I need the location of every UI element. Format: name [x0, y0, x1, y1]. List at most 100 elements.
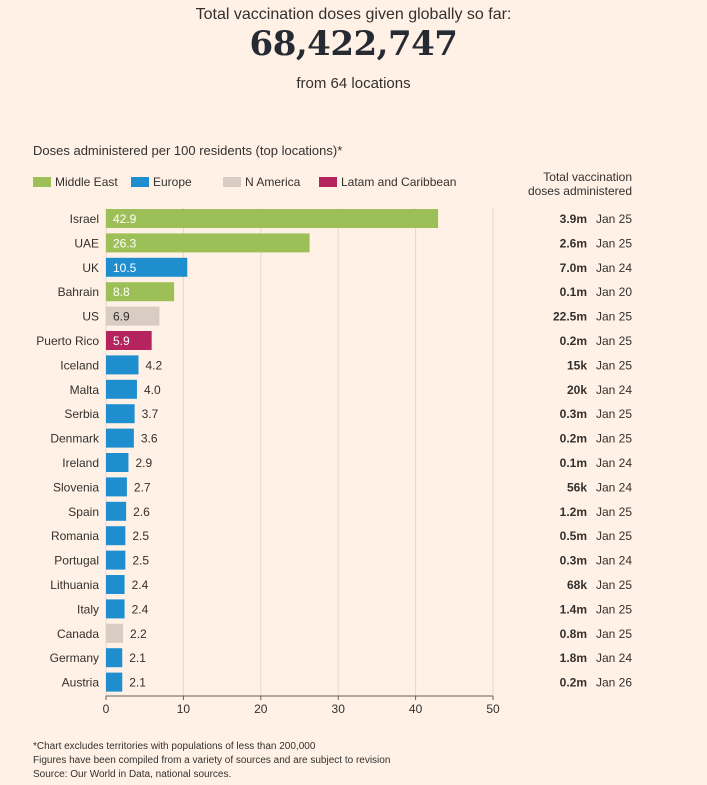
legend-label: Latam and Caribbean — [341, 175, 457, 189]
total-doses-value: 7.0m — [560, 261, 587, 275]
total-doses-value: 0.3m — [560, 407, 587, 421]
bar-value-label: 5.9 — [113, 334, 130, 348]
legend-swatch-n-america — [223, 177, 241, 187]
bar-value-label: 2.6 — [133, 505, 150, 519]
x-tick-label: 20 — [254, 702, 268, 716]
bar — [106, 404, 135, 424]
total-doses-value: 0.1m — [560, 285, 587, 299]
total-doses-date: Jan 25 — [596, 627, 632, 641]
total-doses-value: 1.2m — [560, 505, 587, 519]
total-doses-value: 0.5m — [560, 529, 587, 543]
total-doses-value: 0.8m — [560, 627, 587, 641]
total-column-header: Total vaccination doses administered — [520, 170, 632, 198]
total-doses-date: Jan 25 — [596, 602, 632, 616]
total-doses-value: 0.3m — [560, 554, 587, 568]
total-doses: 68,422,747 — [249, 24, 458, 64]
row-label: Israel — [70, 212, 99, 226]
bar-value-label: 2.4 — [132, 578, 149, 592]
bar — [106, 599, 125, 619]
footnote: Figures have been compiled from a variet… — [33, 755, 391, 766]
row-label: Denmark — [50, 432, 100, 446]
bar-value-label: 2.5 — [132, 529, 149, 543]
total-doses-value: 68k — [567, 578, 587, 592]
bar — [106, 648, 123, 668]
bar — [106, 331, 152, 350]
bar-value-label: 3.7 — [142, 407, 159, 421]
bar — [106, 501, 127, 521]
bar-value-label: 42.9 — [113, 212, 137, 226]
x-tick-label: 30 — [332, 702, 346, 716]
total-doses-date: Jan 25 — [596, 578, 632, 592]
total-doses-date: Jan 25 — [596, 310, 632, 324]
bar-value-label: 2.1 — [129, 676, 146, 690]
bar-value-label: 2.4 — [132, 602, 149, 616]
row-label: Puerto Rico — [36, 334, 99, 348]
total-doses-date: Jan 25 — [596, 236, 632, 250]
bar — [106, 306, 160, 326]
total-doses-date: Jan 25 — [596, 407, 632, 421]
bar — [106, 233, 310, 253]
bar-value-label: 6.9 — [113, 310, 130, 324]
row-label: US — [82, 310, 99, 324]
bar-value-label: 2.5 — [132, 554, 149, 568]
total-doses-date: Jan 20 — [596, 285, 632, 299]
legend-label: N America — [245, 175, 301, 189]
x-tick-label: 40 — [409, 702, 423, 716]
bar — [106, 550, 126, 570]
chart-subtitle: Doses administered per 100 residents (to… — [33, 143, 343, 158]
total-doses-value: 2.6m — [560, 236, 587, 250]
bar-value-label: 10.5 — [113, 261, 137, 275]
total-doses-value: 0.2m — [560, 334, 587, 348]
total-doses-value: 15k — [567, 358, 587, 372]
total-doses-value: 0.1m — [560, 456, 587, 470]
bar-value-label: 2.7 — [134, 480, 151, 494]
bar-value-label: 4.2 — [146, 358, 163, 372]
total-doses-value: 22.5m — [553, 310, 587, 324]
bar — [106, 428, 134, 448]
bar-value-label: 8.8 — [113, 285, 130, 299]
bar — [106, 477, 127, 497]
row-label: Portugal — [54, 554, 99, 568]
bar-value-label: 2.9 — [135, 456, 152, 470]
bar-value-label: 3.6 — [141, 432, 158, 446]
legend-label: Europe — [153, 175, 192, 189]
row-label: Germany — [50, 651, 99, 665]
total-doses-date: Jan 25 — [596, 505, 632, 519]
bar — [106, 282, 175, 302]
footnotes: *Chart excludes territories with populat… — [33, 740, 390, 782]
row-label: Malta — [70, 383, 100, 397]
row-label: Romania — [51, 529, 99, 543]
total-doses-date: Jan 24 — [596, 480, 632, 494]
legend-swatch-europe — [131, 177, 149, 187]
row-label: UAE — [74, 236, 99, 250]
bar-value-label: 26.3 — [113, 236, 137, 250]
locations-count: from 64 locations — [296, 75, 411, 92]
bar — [106, 209, 439, 228]
row-label: Canada — [57, 627, 99, 641]
total-doses-date: Jan 25 — [596, 432, 632, 446]
row-label: UK — [82, 261, 99, 275]
x-tick-label: 50 — [486, 702, 500, 716]
row-label: Ireland — [62, 456, 99, 470]
row-label: Spain — [68, 505, 99, 519]
total-doses-value: 0.2m — [560, 676, 587, 690]
total-doses-value: 3.9m — [560, 212, 587, 226]
total-doses-value: 56k — [567, 480, 587, 494]
bar — [106, 575, 125, 594]
row-label: Italy — [77, 602, 99, 616]
total-doses-date: Jan 26 — [596, 676, 632, 690]
bar — [106, 623, 124, 643]
total-column-header-line: Total vaccination — [543, 170, 632, 184]
bar — [106, 257, 188, 277]
total-doses-value: 1.8m — [560, 651, 587, 665]
bar — [106, 672, 123, 692]
bar — [106, 355, 139, 375]
row-label: Serbia — [64, 407, 99, 421]
row-label: Bahrain — [58, 285, 99, 299]
total-doses-value: 0.2m — [560, 432, 587, 446]
total-doses-date: Jan 24 — [596, 383, 632, 397]
total-doses-date: Jan 25 — [596, 212, 632, 226]
header-title: Total vaccination doses given globally s… — [195, 6, 512, 23]
x-tick-label: 0 — [103, 702, 110, 716]
